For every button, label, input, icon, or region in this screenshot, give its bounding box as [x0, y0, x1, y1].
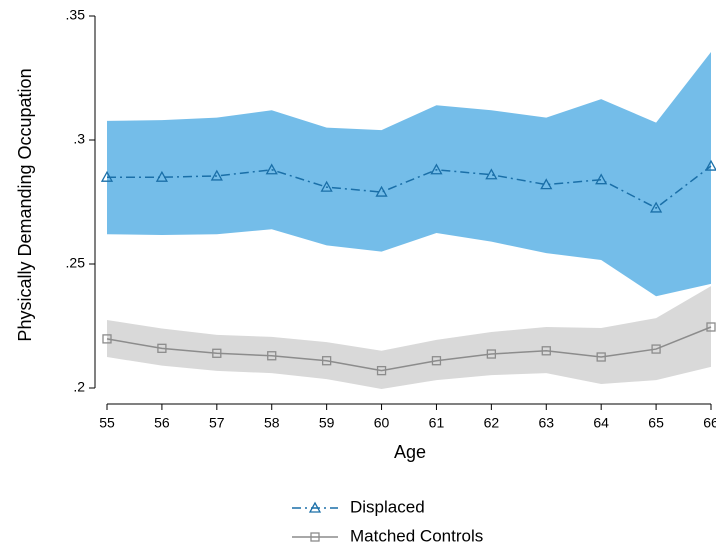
x-tick-label: 57	[209, 415, 225, 431]
series-line	[106, 326, 712, 372]
y-tick-label: .25	[66, 255, 86, 271]
x-tick-label: 55	[99, 415, 115, 431]
series-line	[107, 165, 712, 209]
marker	[210, 169, 223, 181]
x-tick-label: 66	[703, 415, 716, 431]
marker	[596, 352, 606, 362]
marker	[157, 343, 167, 353]
x-tick-label: 60	[374, 415, 390, 431]
marker	[541, 346, 551, 356]
x-tick-label: 63	[538, 415, 554, 431]
legend-marker	[308, 501, 322, 513]
marker	[706, 322, 716, 332]
marker	[649, 201, 663, 213]
legend-marker	[310, 532, 320, 542]
marker	[320, 180, 333, 192]
marker	[212, 348, 222, 358]
marker	[376, 365, 387, 376]
marker	[430, 163, 443, 175]
y-axis-title: Physically Demanding Occupation	[15, 68, 35, 341]
marker	[267, 351, 277, 361]
x-tick-label: 61	[429, 415, 445, 431]
x-tick-label: 64	[593, 415, 609, 431]
marker	[704, 159, 716, 171]
y-tick-label: .35	[66, 7, 86, 23]
marker	[265, 163, 278, 175]
marker	[375, 185, 388, 197]
marker	[431, 356, 442, 366]
marker	[100, 170, 114, 182]
y-tick-label: .2	[73, 379, 85, 395]
y-tick-label: .3	[73, 131, 85, 147]
marker	[102, 334, 112, 344]
x-tick-label: 65	[648, 415, 664, 431]
marker	[651, 344, 661, 354]
marker	[486, 349, 497, 359]
marker	[485, 168, 498, 180]
x-tick-label: 58	[264, 415, 280, 431]
x-tick-label: 62	[484, 415, 500, 431]
x-tick-label: 56	[154, 415, 170, 431]
confidence-band	[107, 51, 711, 297]
confidence-band	[107, 286, 711, 389]
legend-label: Matched Controls	[350, 526, 483, 545]
legend-label: Displaced	[350, 497, 425, 516]
marker	[155, 170, 169, 182]
x-tick-label: 59	[319, 415, 335, 431]
x-axis-title: Age	[394, 442, 426, 462]
marker	[321, 356, 332, 366]
marker	[595, 173, 608, 185]
marker	[540, 178, 553, 190]
